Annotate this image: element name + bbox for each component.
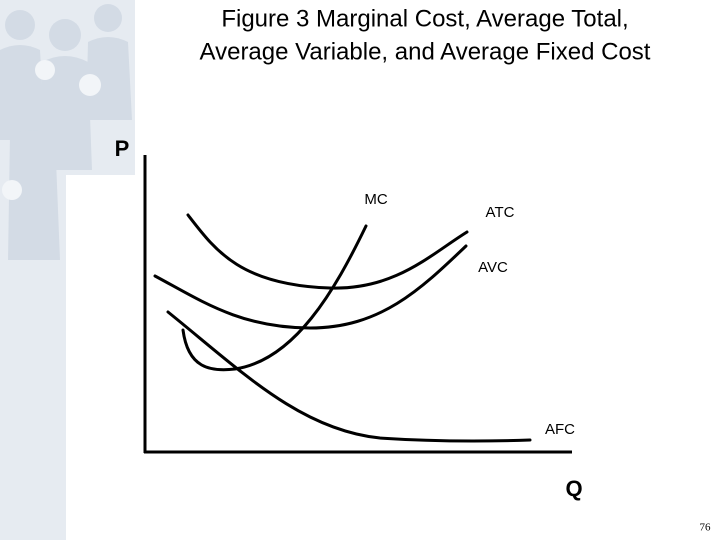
y-axis-label: P bbox=[115, 136, 130, 161]
atc-curve bbox=[186, 213, 469, 290]
title-line: Average Variable, and Average Fixed Cost bbox=[200, 38, 651, 65]
x-axis-label: Q bbox=[565, 476, 582, 501]
title-line: Figure 3 Marginal Cost, Average Total, bbox=[221, 5, 628, 32]
mc-label: MC bbox=[364, 191, 387, 208]
avc-curve bbox=[153, 244, 468, 330]
afc-label: AFC bbox=[545, 421, 575, 438]
mc-curve bbox=[181, 224, 368, 372]
avc-label: AVC bbox=[478, 259, 508, 276]
page-number: 76 bbox=[700, 522, 712, 534]
atc-label: ATC bbox=[486, 204, 515, 221]
afc-curve bbox=[166, 310, 532, 443]
background-silhouettes bbox=[0, 0, 135, 540]
